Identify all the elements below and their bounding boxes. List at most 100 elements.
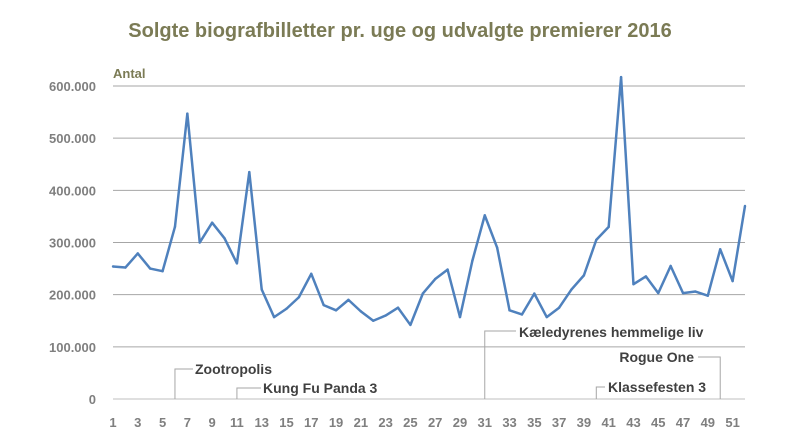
data-point [582, 274, 586, 277]
x-tick-label: 43 [626, 415, 640, 430]
data-point [297, 296, 301, 299]
data-point [235, 262, 239, 265]
data-point [706, 294, 710, 297]
annotation-label: Klassefesten 3 [608, 379, 706, 395]
data-point [272, 315, 276, 319]
data-point [458, 315, 462, 319]
data-point [260, 288, 263, 291]
x-tick-label: 3 [134, 415, 141, 430]
y-tick-label: 500.000 [49, 131, 96, 146]
x-tick-label: 11 [230, 415, 244, 430]
data-point [384, 314, 387, 317]
data-point [161, 269, 164, 273]
x-tick-label: 1 [109, 415, 116, 430]
annotation-label: Kæledyrenes hemmelige liv [519, 324, 704, 340]
data-point [248, 170, 251, 174]
data-point [173, 225, 177, 229]
data-point [731, 279, 734, 283]
data-point [694, 290, 697, 293]
x-tick-label: 21 [354, 415, 368, 430]
data-point [743, 204, 747, 208]
x-tick-label: 35 [527, 415, 541, 430]
data-point [322, 303, 325, 307]
x-tick-label: 33 [502, 415, 516, 430]
data-point [533, 292, 536, 295]
x-tick-label: 9 [209, 415, 216, 430]
y-tick-label: 600.000 [49, 79, 96, 94]
data-point [607, 225, 610, 229]
y-tick-label: 100.000 [49, 340, 96, 355]
data-point [483, 214, 486, 217]
data-point [136, 252, 139, 255]
data-point [210, 221, 214, 224]
x-tick-label: 45 [651, 415, 665, 430]
data-point [347, 298, 350, 302]
series-line [112, 75, 747, 327]
x-tick-label: 51 [725, 415, 739, 430]
series-layer [111, 75, 747, 327]
data-point [198, 241, 201, 244]
data-point [396, 306, 400, 309]
data-point [520, 313, 524, 316]
data-point [632, 283, 635, 286]
data-point [619, 75, 623, 79]
data-point [334, 309, 338, 312]
data-point [570, 288, 573, 291]
data-point [508, 309, 511, 312]
data-point [285, 307, 288, 310]
x-tick-label: 7 [184, 415, 191, 430]
x-tick-label: 17 [304, 415, 318, 430]
x-tick-label: 5 [159, 415, 166, 430]
x-tick-label: 23 [378, 415, 392, 430]
data-point [557, 306, 561, 309]
data-point [669, 264, 672, 268]
y-axis-label: Antal [113, 66, 146, 81]
x-tick-label: 25 [403, 415, 417, 430]
data-point [644, 275, 648, 278]
data-point [657, 291, 660, 295]
data-point [471, 259, 474, 262]
x-tick-label: 41 [601, 415, 615, 430]
x-tick-labels: 1 3 5 7 9 11 13 15 17 19 21 23 25 27 29 31 33 35 37 39 41 43 4… [109, 415, 739, 430]
annotation-leader [174, 368, 193, 399]
data-point [186, 112, 189, 115]
data-point [446, 268, 449, 271]
x-tick-label: 15 [279, 415, 293, 430]
data-point [495, 246, 499, 249]
data-point [372, 319, 375, 322]
data-point [148, 267, 152, 270]
x-tick-label: 49 [701, 415, 715, 430]
chart-title: Solgte biografbilletter pr. uge og udval… [128, 20, 672, 42]
y-tick-labels: 0 100.000 200.000 300.000 400.000 500.000 600.… [49, 79, 96, 407]
x-tick-label: 37 [552, 415, 566, 430]
data-point [310, 272, 313, 275]
data-point [545, 315, 548, 319]
annotation-label: Rogue One [619, 349, 694, 365]
y-tick-label: 400.000 [49, 183, 96, 198]
annotation-leader [484, 330, 516, 399]
x-tick-label: 13 [254, 415, 268, 430]
annotation-label: Zootropolis [195, 361, 272, 377]
y-tick-label: 0 [89, 392, 96, 407]
data-point [111, 265, 115, 268]
x-tick-label: 19 [329, 415, 343, 430]
data-point [719, 248, 722, 251]
x-tick-label: 31 [478, 415, 492, 430]
x-tick-label: 29 [453, 415, 467, 430]
y-tick-label: 300.000 [49, 236, 96, 251]
data-point [124, 266, 127, 269]
annotations: Zootropolis Kung Fu Panda 3 Kæledyrenes he… [174, 324, 721, 399]
x-tick-label: 39 [577, 415, 591, 430]
data-point [409, 323, 412, 327]
annotation-leader [595, 386, 605, 399]
x-tick-label: 27 [428, 415, 442, 430]
y-tick-label: 200.000 [49, 288, 96, 303]
gridlines [113, 85, 745, 400]
x-tick-label: 47 [676, 415, 690, 430]
data-point [433, 277, 437, 281]
data-point [359, 310, 363, 313]
annotation-leader [236, 387, 261, 399]
data-point [421, 292, 425, 295]
annotation-label: Kung Fu Panda 3 [263, 380, 378, 396]
